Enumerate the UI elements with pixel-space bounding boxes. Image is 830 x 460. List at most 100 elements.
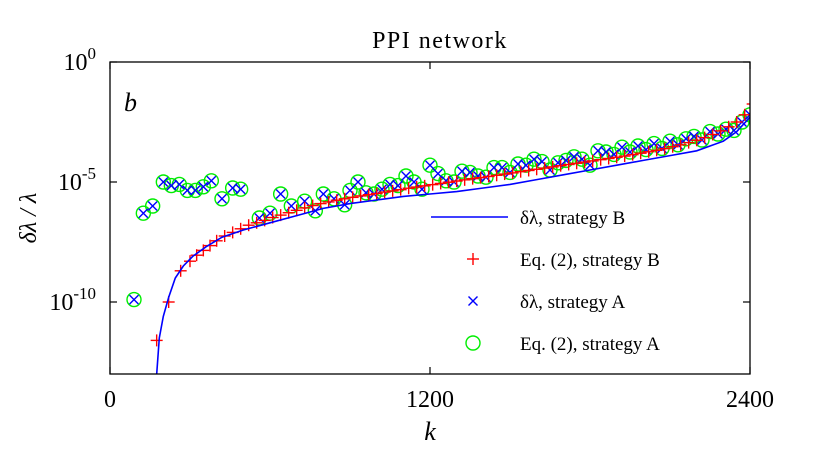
series-2-point-1-d2 bbox=[138, 208, 149, 219]
series-1-point-39 bbox=[466, 172, 479, 185]
series-1-point-22 bbox=[330, 194, 343, 207]
legend-label-0: δλ, strategy B bbox=[520, 208, 625, 229]
series-3-point-64 bbox=[678, 131, 694, 147]
series-2-point-54-d2 bbox=[601, 147, 611, 157]
series-1-point-32 bbox=[410, 181, 423, 194]
series-2-point-3 bbox=[158, 177, 169, 187]
series-3-point-8 bbox=[195, 179, 212, 195]
series-1-point-73 bbox=[738, 108, 750, 121]
series-2-point-23-d2 bbox=[353, 177, 363, 187]
series-2-point-2-d2 bbox=[147, 201, 158, 211]
series-2-point-3-d2 bbox=[158, 177, 169, 187]
series-2-point-7 bbox=[190, 185, 201, 196]
series-1-point-30 bbox=[394, 183, 407, 196]
series-1-point-55 bbox=[594, 153, 607, 166]
series-1-point-33 bbox=[418, 179, 431, 192]
series-3-point-23 bbox=[350, 174, 366, 190]
series-3-point-67 bbox=[702, 123, 718, 140]
series-2-point-49-d2 bbox=[561, 155, 571, 166]
series-1-point-49 bbox=[546, 160, 559, 173]
series-2-point-45 bbox=[529, 154, 539, 165]
series-2-point-2 bbox=[147, 201, 158, 211]
series-3-point-6 bbox=[179, 182, 196, 199]
series-2-point-28-d2 bbox=[393, 180, 403, 191]
series-3-point-51 bbox=[574, 151, 590, 167]
series-2-point-6-d2 bbox=[182, 185, 193, 196]
plot-frame bbox=[109, 61, 751, 375]
series-2-point-72-d2 bbox=[745, 113, 750, 120]
series-1-point-23 bbox=[338, 192, 351, 205]
series-2-point-65-d2 bbox=[689, 131, 699, 142]
series-2-point-17 bbox=[299, 196, 310, 207]
series-2-point-15-d2 bbox=[275, 189, 286, 199]
series-1-point-16 bbox=[282, 206, 295, 219]
series-1-point-37 bbox=[450, 175, 463, 188]
series-1-point-74 bbox=[746, 103, 750, 105]
series-2-point-56-d2 bbox=[617, 142, 627, 153]
series-1-point-72 bbox=[730, 116, 743, 128]
series-2-point-32 bbox=[425, 160, 435, 171]
series-1-point-45 bbox=[514, 165, 527, 178]
series-1-point-24 bbox=[346, 191, 359, 204]
series-1-point-4 bbox=[190, 249, 203, 262]
series-1-point-71 bbox=[722, 120, 735, 133]
series-2-point-72-d1 bbox=[745, 109, 750, 116]
series-3-point-59 bbox=[638, 141, 654, 158]
series-2-point-5-d2 bbox=[174, 179, 185, 190]
series-2-point-37-d2 bbox=[465, 167, 475, 178]
series-1-point-17 bbox=[290, 204, 303, 217]
series-2-point-29-d2 bbox=[401, 171, 411, 181]
series-1-point-67 bbox=[690, 134, 703, 147]
series-1-point-52 bbox=[570, 157, 583, 170]
series-3-point-2 bbox=[144, 198, 161, 214]
series-2-point-9-d2 bbox=[206, 175, 217, 186]
series-2-point-46-d2 bbox=[537, 156, 547, 167]
series-2-point-5 bbox=[174, 179, 185, 190]
series-3-point-10 bbox=[214, 191, 230, 207]
series-2-point-27-d2 bbox=[385, 179, 395, 190]
series-1-point-5 bbox=[197, 244, 210, 257]
legend-marker-1 bbox=[467, 253, 479, 265]
series-2-point-6 bbox=[182, 185, 193, 196]
series-1-point-18 bbox=[298, 201, 311, 214]
series-2-point-58-d2 bbox=[633, 141, 643, 151]
series-1-point-47 bbox=[530, 163, 543, 176]
series-3-point-31 bbox=[414, 181, 430, 197]
x-tick-label-0: 0 bbox=[104, 387, 116, 413]
legend-marker-2-d2 bbox=[468, 296, 478, 306]
plot-data-layer bbox=[126, 103, 750, 374]
series-1-point-63 bbox=[658, 142, 671, 155]
legend-label-1: Eq. (2), strategy B bbox=[520, 250, 660, 271]
series-1-point-56 bbox=[602, 152, 615, 165]
series-1-point-27 bbox=[370, 187, 383, 200]
series-2-point-9 bbox=[206, 175, 217, 186]
series-2-point-62-d2 bbox=[665, 136, 675, 147]
series-3-point-45 bbox=[526, 151, 542, 167]
series-3-point-15 bbox=[272, 186, 289, 202]
series-1-point-70 bbox=[714, 124, 727, 137]
series-1-point-40 bbox=[474, 171, 487, 184]
series-2-point-53-d2 bbox=[593, 145, 603, 156]
series-2-point-44-d2 bbox=[521, 160, 531, 171]
series-3-point-48 bbox=[550, 155, 566, 171]
series-2-point-7-d2 bbox=[190, 185, 201, 196]
series-2-point-11 bbox=[227, 183, 238, 193]
series-2-point-0 bbox=[129, 294, 139, 305]
series-2-point-10 bbox=[217, 193, 227, 204]
series-2-point-4 bbox=[166, 180, 177, 191]
series-2-point-60-d2 bbox=[649, 138, 659, 149]
legend-label-2: δλ, strategy A bbox=[520, 292, 626, 313]
series-2-point-43-d2 bbox=[513, 159, 523, 169]
series-2-point-45-d2 bbox=[529, 154, 539, 165]
series-1-point-31 bbox=[402, 182, 415, 195]
series-1-point-42 bbox=[490, 169, 503, 182]
series-2-point-32-d2 bbox=[425, 160, 435, 171]
series-1-point-41 bbox=[482, 170, 495, 183]
legend-marker-2 bbox=[468, 296, 478, 306]
series-1-point-66 bbox=[682, 136, 695, 149]
series-1-point-44 bbox=[506, 166, 519, 179]
panel-tag: b bbox=[124, 88, 137, 117]
series-1-point-43 bbox=[498, 168, 511, 181]
chart-title: PPI network bbox=[372, 28, 508, 54]
series-1-point-69 bbox=[706, 128, 719, 141]
